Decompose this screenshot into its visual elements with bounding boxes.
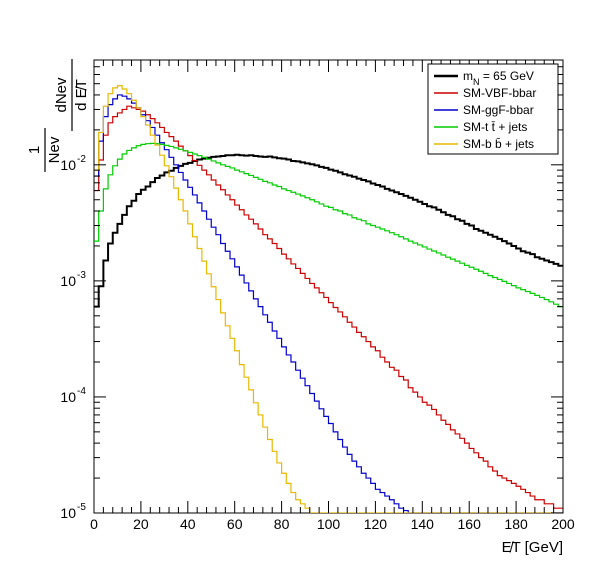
x-tick-label: 160 — [458, 516, 482, 532]
legend-label-4: SM-t t̄ + jets — [463, 120, 527, 134]
y-axis-label: 1 Nev — [26, 128, 63, 172]
x-tick-label: 120 — [364, 516, 388, 532]
x-tick-label: 140 — [411, 516, 435, 532]
x-tick-label: 40 — [180, 516, 196, 532]
x-tick-label: 0 — [90, 516, 98, 532]
x-axis-ticks: 0 20 40 60 80 100 120 140 160 180 200 — [90, 60, 575, 532]
y-axis-label-det: d E̸T — [73, 79, 90, 111]
y-axis-label-one: 1 — [26, 146, 43, 154]
series-line-5 — [94, 85, 563, 513]
legend-label-2: SM-VBF-bbar — [463, 86, 536, 100]
series-line-2 — [94, 105, 563, 509]
series-line-1 — [94, 153, 563, 308]
series-line-4 — [94, 142, 563, 308]
x-axis-label: E̸T [GeV] — [502, 539, 563, 556]
y-tick-exponent: -5 — [77, 502, 86, 513]
x-tick-label: 80 — [274, 516, 290, 532]
x-tick-label: 60 — [227, 516, 243, 532]
y-axis-label-dnev: dNev — [53, 77, 70, 113]
x-tick-label: 20 — [133, 516, 149, 532]
y-tick-label: 10 — [60, 505, 76, 521]
legend-label-3: SM-ggF-bbar — [463, 103, 534, 117]
y-axis-label-nev: Nev — [46, 136, 63, 163]
series-line-3 — [94, 94, 563, 513]
y-tick-exponent: -3 — [77, 270, 86, 281]
x-tick-label: 200 — [551, 516, 575, 532]
x-tick-label: 180 — [504, 516, 528, 532]
x-tick-label: 100 — [317, 516, 341, 532]
y-tick-label: 10 — [60, 389, 76, 405]
y-tick-label: 10 — [60, 157, 76, 173]
legend-label-5: SM-b b̄ + jets — [463, 137, 534, 151]
y-axis-ticks: 10-210-310-410-5 — [60, 59, 563, 521]
y-tick-exponent: -4 — [77, 386, 86, 397]
y-axis-label-derivative: dNev d E̸T — [53, 59, 90, 131]
y-tick-exponent: -2 — [77, 154, 86, 165]
y-tick-label: 10 — [60, 273, 76, 289]
series-layer — [94, 85, 563, 513]
legend-box — [427, 63, 559, 155]
legend-label-1: mN = 65 GeV — [463, 69, 534, 87]
